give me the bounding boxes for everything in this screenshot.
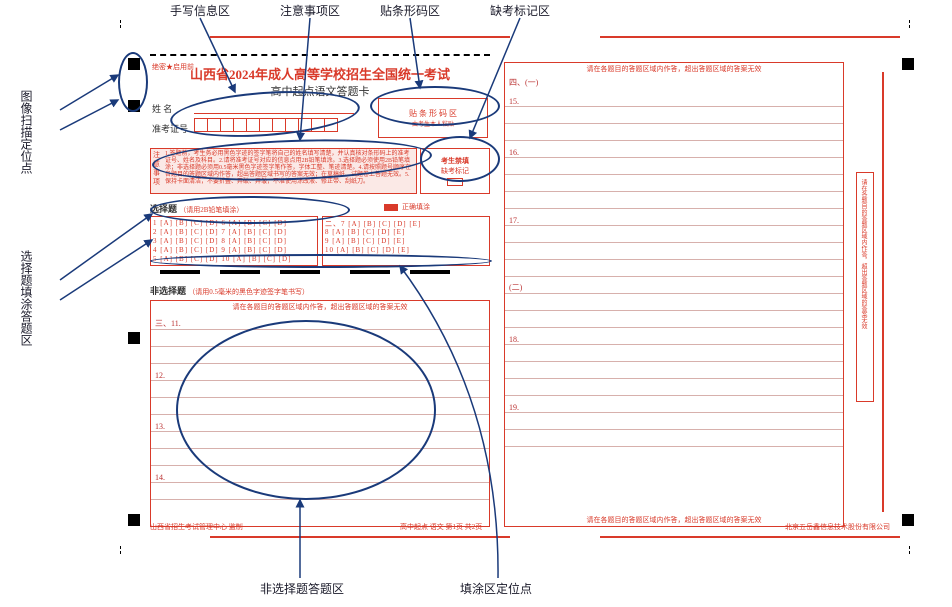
scan-dot	[128, 332, 140, 344]
examno-label: 准考证号	[152, 122, 188, 135]
barcode-area: 贴 条 形 码 区 由考生本人粘贴	[378, 98, 488, 138]
scan-dot	[902, 514, 914, 526]
scan-dot	[128, 100, 140, 112]
absent-label: 考生禁填	[421, 156, 489, 166]
right-panel: 请在各题目的答题区域内作答，超出答题区域的答案无效 四、(一) 15.16.17…	[504, 62, 844, 527]
footer-center: 高中起点 语文 第1页 共2页	[400, 522, 482, 532]
anno-selectfill: 选择题填涂答题区	[18, 250, 35, 346]
notice-label: 注意事项	[153, 151, 163, 187]
scan-dot	[128, 514, 140, 526]
warn-top-r: 请在各题目的答题区域内作答，超出答题区域的答案无效	[505, 63, 843, 75]
anno-nonselect: 非选择题答题区	[260, 580, 344, 597]
select-sub: （请用2B铅笔填涂）	[179, 206, 243, 214]
answer-sheet-page: 绝密★启用前 山西省2024年成人高等学校招生全国统一考试 高中起点语文答题卡 …	[100, 12, 930, 562]
nonselect-sub: （请用0.5毫米的黑色字迹签字笔书写）	[188, 288, 309, 296]
fill-locator-row	[150, 270, 490, 276]
absent-sub: 缺考标记	[421, 166, 489, 176]
barcode-label: 贴 条 形 码 区	[379, 108, 487, 119]
left-panel: 绝密★启用前 山西省2024年成人高等学校招生全国统一考试 高中起点语文答题卡 …	[150, 62, 490, 527]
footer-left: 山西省招生考试管理中心 监制	[150, 522, 243, 532]
warn-top: 请在各题目的答题区域内作答，超出答题区域的答案无效	[151, 301, 489, 313]
anno-barcode: 贴条形码区	[380, 2, 440, 19]
select-grid-left: 1 [A] [B] [C] [D] 6 [A] [B] [C] [D]2 [A]…	[150, 216, 318, 266]
notice-box: 注意事项 1.答题前，考生务必用黑色字迹的签字笔将自己的姓名填写清楚，并认真核对…	[150, 148, 417, 194]
nonselect-panel-left: 请在各题目的答题区域内作答，超出答题区域的答案无效 三、11.12.13.14.	[150, 300, 490, 527]
select-title: 选择题	[150, 204, 177, 214]
scan-dot	[128, 58, 140, 70]
select-grid-right: 二、7 [A] [B] [C] [D] [E] 8 [A] [B] [C] [D…	[322, 216, 490, 266]
name-label: 姓 名	[152, 102, 172, 115]
anno-absent: 缺考标记区	[490, 2, 550, 19]
secret-tag: 绝密★启用前	[152, 62, 194, 72]
select-correct: 正确填涂	[402, 202, 430, 212]
anno-handwrite: 手写信息区	[170, 2, 230, 19]
anno-scandots: 图像扫描定位点	[18, 90, 35, 174]
right-header: 四、(一)	[505, 75, 843, 90]
absent-mark-box: 考生禁填 缺考标记	[420, 148, 490, 194]
anno-notice: 注意事项区	[280, 2, 340, 19]
barcode-sub: 由考生本人粘贴	[379, 119, 487, 128]
exam-title: 山西省2024年成人高等学校招生全国统一考试	[150, 64, 490, 83]
side-warn: 请在各题目的答题区域内作答，超出答题区域的答案无效	[859, 179, 867, 329]
anno-filldots: 填涂区定位点	[460, 580, 532, 597]
nonselect-title: 非选择题	[150, 286, 186, 296]
exam-subtitle: 高中起点语文答题卡	[150, 83, 490, 99]
footer-right: 北京五岳鑫信息技术股份有限公司	[785, 522, 890, 532]
notice-text: 1.答题前，考生务必用黑色字迹的签字笔将自己的姓名填写清楚，并认真核对条形码上的…	[165, 151, 411, 185]
scan-dot	[902, 58, 914, 70]
